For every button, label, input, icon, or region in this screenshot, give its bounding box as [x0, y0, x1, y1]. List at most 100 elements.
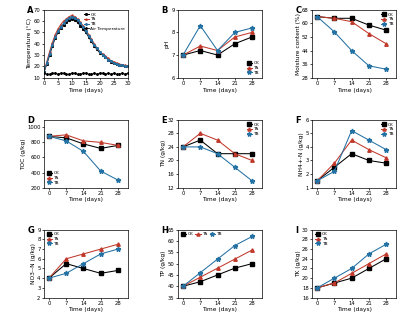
TA [315, 286, 320, 290]
TA [384, 252, 388, 256]
TA [81, 252, 86, 256]
Air Temperature [64, 72, 69, 76]
TA [58, 23, 63, 26]
TB [72, 16, 77, 20]
CK [64, 20, 69, 24]
CK [78, 24, 83, 27]
CK [44, 62, 49, 66]
CK [81, 27, 86, 31]
CK [366, 267, 371, 270]
TB [384, 67, 388, 71]
Legend: CK, TA, TB: CK, TA, TB [46, 171, 60, 185]
TA [215, 138, 220, 142]
TB [332, 276, 337, 280]
TB [232, 244, 237, 248]
TA [123, 63, 128, 67]
TA [81, 139, 86, 143]
CK [64, 262, 68, 266]
CK [100, 53, 105, 57]
CK [181, 145, 186, 149]
Line: CK: CK [47, 262, 120, 280]
TB [44, 61, 49, 65]
TB [181, 145, 186, 149]
X-axis label: Time (days): Time (days) [202, 307, 238, 312]
TA [366, 148, 371, 152]
Air Temperature [53, 71, 58, 75]
CK [50, 44, 55, 48]
TA [84, 28, 88, 32]
TB [81, 25, 86, 29]
TA [384, 156, 388, 160]
CK [89, 40, 94, 43]
Air Temperature [123, 72, 128, 76]
Air Temperature [56, 72, 60, 76]
Legend: CK, TA, TB, Air Temperature: CK, TA, TB, Air Temperature [83, 12, 126, 31]
Air Temperature [44, 72, 49, 76]
CK [56, 30, 60, 34]
TA [56, 27, 60, 31]
Line: TA: TA [43, 15, 129, 73]
CK [103, 55, 108, 59]
Air Temperature [72, 71, 77, 75]
TB [250, 234, 254, 238]
CK [366, 159, 371, 163]
CK [366, 23, 371, 27]
Line: TB: TB [315, 242, 388, 290]
Legend: CK, TA, TB: CK, TA, TB [314, 232, 328, 247]
TA [332, 281, 337, 285]
TA [98, 50, 102, 54]
TB [78, 22, 83, 26]
TA [46, 134, 51, 138]
CK [70, 17, 74, 21]
TA [232, 257, 237, 261]
TB [250, 179, 254, 183]
Air Temperature [109, 72, 114, 76]
CK [109, 60, 114, 64]
Line: TA: TA [47, 243, 120, 280]
Air Temperature [103, 72, 108, 76]
TA [46, 276, 51, 280]
CK [126, 64, 130, 68]
TA [50, 41, 55, 44]
Y-axis label: Temperature (°C): Temperature (°C) [27, 18, 32, 69]
Text: C: C [296, 6, 302, 15]
Air Temperature [126, 71, 130, 75]
Air Temperature [112, 71, 116, 75]
CK [332, 165, 337, 169]
Text: D: D [27, 116, 34, 125]
Line: TA: TA [181, 131, 254, 162]
TA [92, 42, 97, 46]
Y-axis label: pH: pH [165, 40, 170, 48]
Line: CK: CK [43, 18, 129, 73]
TB [84, 29, 88, 33]
Line: TA: TA [315, 138, 388, 182]
Line: CK: CK [315, 152, 388, 182]
Line: TB: TB [315, 128, 388, 183]
CK [58, 26, 63, 30]
TA [42, 70, 46, 74]
TA [315, 179, 320, 183]
CK [123, 64, 128, 68]
TB [50, 43, 55, 47]
TA [332, 16, 337, 20]
CK [384, 28, 388, 32]
TB [100, 53, 105, 57]
X-axis label: Time (days): Time (days) [68, 88, 104, 93]
TA [67, 15, 72, 19]
TA [198, 131, 203, 135]
X-axis label: Time (days): Time (days) [202, 198, 238, 202]
CK [215, 273, 220, 277]
TA [349, 138, 354, 142]
CK [116, 268, 120, 272]
TB [114, 62, 119, 66]
Air Temperature [114, 72, 119, 76]
TB [98, 50, 102, 54]
Air Temperature [86, 72, 91, 76]
TB [181, 284, 186, 288]
TB [89, 38, 94, 42]
TA [112, 60, 116, 64]
TA [114, 61, 119, 65]
TA [349, 20, 354, 24]
TA [198, 44, 203, 48]
CK [250, 35, 254, 39]
